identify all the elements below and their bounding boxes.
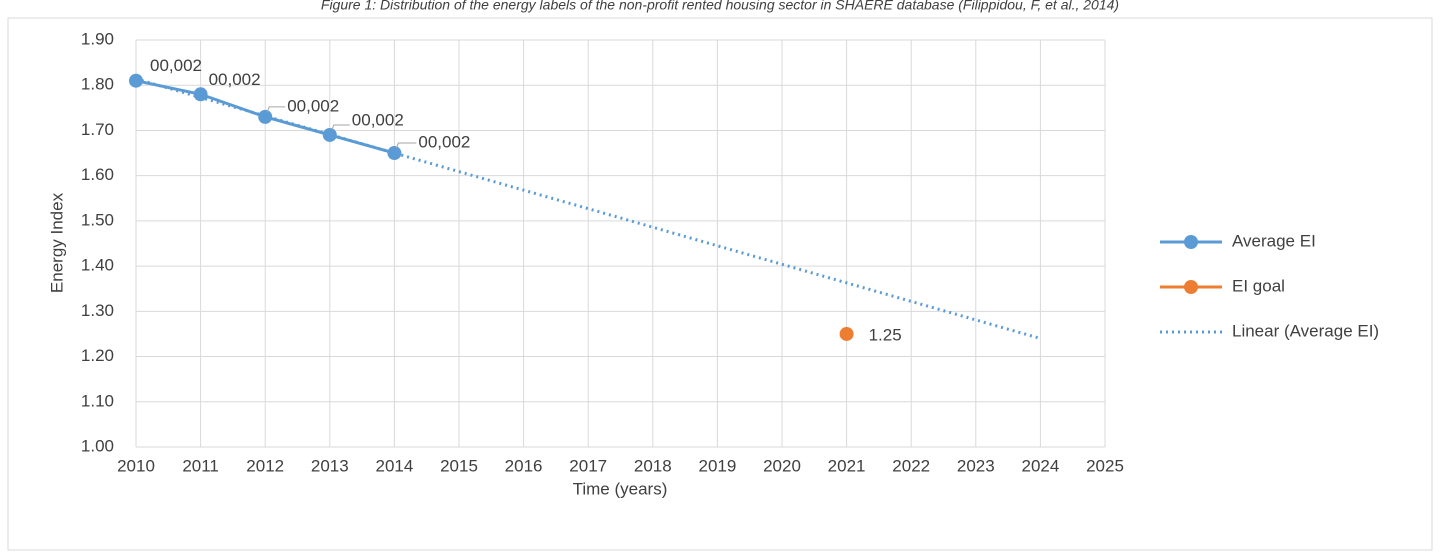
- data-point: [387, 146, 402, 161]
- y-tick-label: 1.60: [81, 165, 114, 184]
- data-point: [193, 87, 208, 102]
- y-tick-label: 1.70: [81, 120, 114, 139]
- x-tick-label: 2017: [569, 456, 607, 475]
- y-tick-label: 1.30: [81, 301, 114, 320]
- x-axis-label: Time (years): [573, 479, 668, 498]
- leader-line: [331, 124, 350, 131]
- y-tick-label: 1.00: [81, 436, 114, 455]
- legend-label: Linear (Average EI): [1232, 321, 1379, 340]
- y-tick-label: 1.90: [81, 29, 114, 48]
- x-tick-label: 2016: [505, 456, 543, 475]
- data-label: 1.25: [869, 325, 902, 344]
- x-tick-label: 2023: [957, 456, 995, 475]
- x-tick-label: 2010: [117, 456, 155, 475]
- legend-marker: [1184, 280, 1198, 294]
- data-point: [839, 326, 854, 341]
- x-tick-label: 2024: [1021, 456, 1059, 475]
- x-tick-label: 2013: [311, 456, 349, 475]
- leader-line: [395, 142, 417, 149]
- y-tick-label: 1.10: [81, 391, 114, 410]
- chart-title: Figure 1: Distribution of the energy lab…: [321, 0, 1119, 13]
- x-tick-label: 2020: [763, 456, 801, 475]
- y-axis-label: Energy Index: [47, 192, 66, 293]
- x-tick-label: 2011: [182, 456, 219, 475]
- leader-line: [266, 106, 286, 113]
- data-point: [258, 109, 273, 124]
- annotation: 00,002: [418, 133, 470, 152]
- data-point: [322, 127, 337, 142]
- y-tick-label: 1.80: [81, 75, 114, 94]
- x-tick-label: 2019: [698, 456, 736, 475]
- annotation: 00,002: [150, 56, 202, 75]
- legend-marker: [1184, 235, 1198, 249]
- data-point: [129, 73, 143, 88]
- legend-label: Average EI: [1232, 231, 1316, 250]
- x-tick-label: 2012: [246, 456, 284, 475]
- y-tick-label: 1.20: [81, 346, 114, 365]
- annotation: 00,002: [287, 96, 339, 115]
- x-tick-label: 2021: [828, 456, 866, 475]
- y-tick-label: 1.50: [81, 210, 114, 229]
- x-tick-label: 2018: [634, 456, 672, 475]
- x-tick-label: 2015: [440, 456, 478, 475]
- x-tick-label: 2022: [892, 456, 930, 475]
- x-tick-label: 2014: [375, 456, 413, 475]
- annotation: 00,002: [352, 110, 404, 129]
- annotation: 00,002: [209, 70, 261, 89]
- series-line: [135, 77, 1041, 340]
- legend-label: EI goal: [1232, 276, 1285, 295]
- x-tick-label: 2025: [1086, 456, 1124, 475]
- y-tick-label: 1.40: [81, 256, 114, 275]
